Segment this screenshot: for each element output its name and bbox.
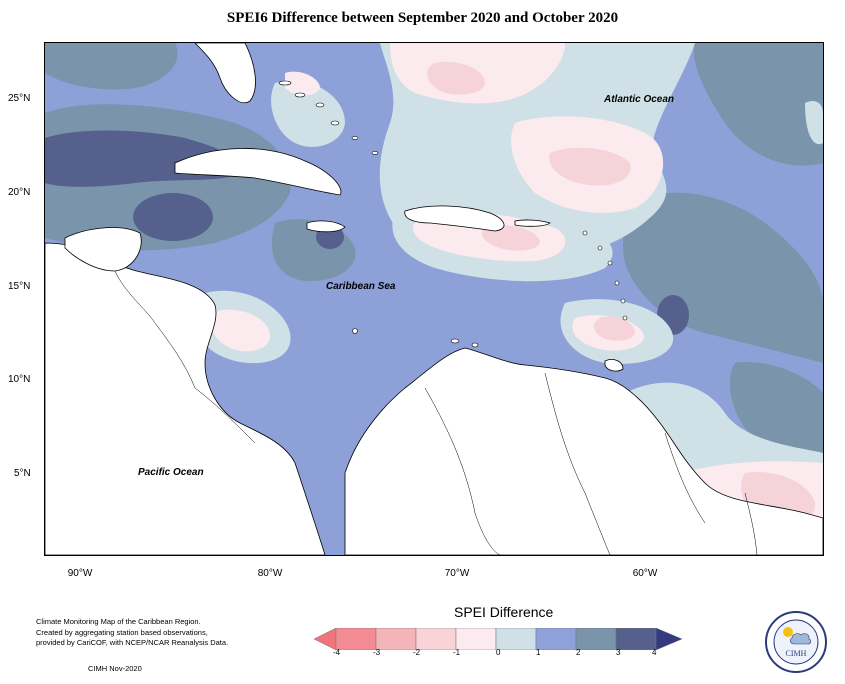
legend-tick-2: 2 [576, 648, 581, 657]
atlantic-ocean-label: Atlantic Ocean [604, 94, 675, 105]
land-masses [45, 43, 823, 555]
lat-label-5n: 5°N [14, 468, 31, 479]
lat-label-25n: 25°N [8, 93, 31, 104]
sun-icon [783, 627, 793, 637]
florida-land [194, 43, 256, 104]
lon-label-60w: 60°W [632, 568, 658, 579]
caribbean-sea-label: Caribbean Sea [326, 281, 396, 292]
legend-arrow-right [655, 628, 683, 650]
small-islands [278, 80, 628, 348]
legend-bin-2 [375, 628, 417, 650]
date-stamp: CIMH Nov-2020 [88, 664, 142, 673]
cimh-logo: CIMH [765, 611, 827, 673]
hispaniola-land [404, 205, 505, 232]
wet2-regions [45, 43, 823, 455]
credit-text: Climate Monitoring Map of the Caribbean … [36, 617, 266, 649]
dry-regions [210, 43, 823, 555]
legend-bin-8 [615, 628, 657, 650]
cloud-icon [789, 633, 812, 645]
legend-tick-m3: -3 [373, 648, 381, 657]
credit-line-3: provided by CariCOF, with NCEP/NCAR Rean… [36, 638, 229, 647]
cuba-land [174, 148, 342, 196]
spei-map [45, 43, 823, 555]
country-borders [114, 270, 758, 555]
lat-label-15n: 15°N [8, 281, 31, 292]
yucatan-land [64, 227, 142, 272]
legend-tick-m4: -4 [333, 648, 341, 657]
legend-tick-0: 0 [496, 648, 501, 657]
puerto-rico-land [514, 219, 551, 227]
lat-label-20n: 20°N [8, 187, 31, 198]
map-title: SPEI6 Difference between September 2020 … [226, 10, 619, 26]
legend-tick-m2: -2 [413, 648, 421, 657]
legend-tick-3: 3 [616, 648, 621, 657]
legend-tick-1: 1 [536, 648, 541, 657]
central-america-land [45, 242, 326, 555]
legend-bin-3 [415, 628, 457, 650]
legend-bin-1 [335, 628, 377, 650]
legend-tick-m1: -1 [453, 648, 461, 657]
lat-label-10n: 10°N [8, 374, 31, 385]
map-panel [44, 42, 824, 556]
logo-text: CIMH [786, 649, 807, 658]
credit-line-2: Created by aggregating station based obs… [36, 627, 208, 637]
lon-label-70w: 70°W [444, 568, 470, 579]
trinidad-land [604, 359, 624, 372]
legend-bin-5 [495, 628, 537, 650]
jamaica-land [306, 220, 346, 233]
legend-bin-4 [455, 628, 497, 650]
credit-line-1: Climate Monitoring Map of the Caribbean … [36, 617, 201, 626]
legend-bin-6 [535, 628, 577, 650]
lon-label-90w: 90°W [67, 568, 93, 579]
legend-colorbar [314, 628, 683, 650]
legend-bin-7 [575, 628, 617, 650]
legend-title: SPEI Difference [454, 604, 554, 620]
pacific-ocean-label: Pacific Ocean [138, 467, 204, 478]
lon-label-80w: 80°W [257, 568, 283, 579]
south-america-land [344, 347, 823, 555]
legend-tick-4: 4 [652, 648, 657, 657]
legend-arrow-left [314, 628, 337, 650]
